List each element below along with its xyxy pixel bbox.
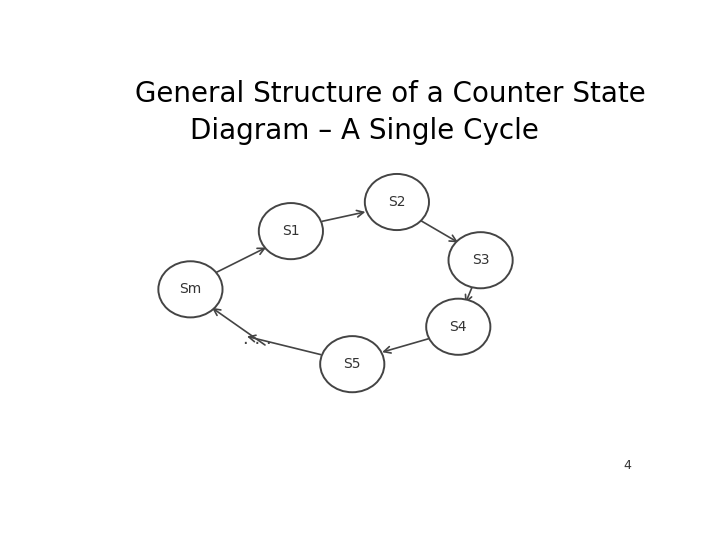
Text: Diagram – A Single Cycle: Diagram – A Single Cycle [190,117,539,145]
Text: . . .: . . . [243,330,271,348]
Text: S5: S5 [343,357,361,371]
Ellipse shape [365,174,429,230]
Text: S3: S3 [472,253,490,267]
Text: S2: S2 [388,195,405,209]
Text: S4: S4 [449,320,467,334]
Ellipse shape [258,203,323,259]
Text: General Structure of a Counter State: General Structure of a Counter State [135,80,645,108]
Ellipse shape [426,299,490,355]
Ellipse shape [158,261,222,318]
Text: 4: 4 [624,460,631,472]
Ellipse shape [449,232,513,288]
Text: S1: S1 [282,224,300,238]
Ellipse shape [320,336,384,392]
Text: Sm: Sm [179,282,202,296]
